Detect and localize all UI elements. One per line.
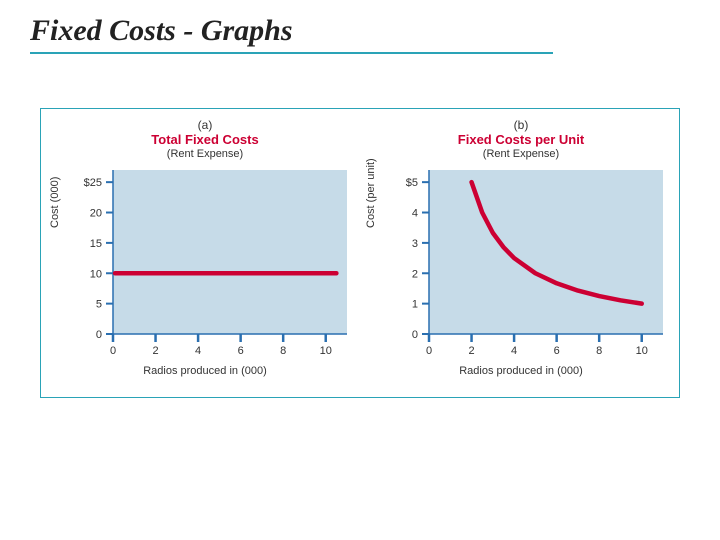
chart-a-plot: Cost (000) 05101520$250246810 Radios pro… <box>55 164 355 382</box>
svg-text:0: 0 <box>412 329 418 341</box>
chart-a-subtitle: (Rent Expense) <box>55 148 355 161</box>
svg-text:8: 8 <box>596 345 602 357</box>
svg-text:1: 1 <box>412 299 418 311</box>
svg-text:4: 4 <box>195 345 201 357</box>
chart-a-ylabel: Cost (000) <box>49 177 61 228</box>
chart-b-panel-label: (b) <box>371 119 671 133</box>
chart-b-xlabel: Radios produced in (000) <box>371 365 671 377</box>
svg-text:2: 2 <box>468 345 474 357</box>
charts-panel: (a) Total Fixed Costs (Rent Expense) Cos… <box>40 108 680 398</box>
chart-b-title: Fixed Costs per Unit <box>371 133 671 148</box>
svg-text:15: 15 <box>90 238 102 250</box>
chart-a-header: (a) Total Fixed Costs (Rent Expense) <box>55 119 355 160</box>
chart-a-title: Total Fixed Costs <box>55 133 355 148</box>
svg-text:0: 0 <box>96 329 102 341</box>
svg-text:0: 0 <box>110 345 116 357</box>
svg-text:3: 3 <box>412 238 418 250</box>
chart-b: (b) Fixed Costs per Unit (Rent Expense) … <box>371 119 671 387</box>
chart-a: (a) Total Fixed Costs (Rent Expense) Cos… <box>55 119 355 387</box>
chart-b-ylabel: Cost (per unit) <box>365 159 377 229</box>
svg-text:6: 6 <box>554 345 560 357</box>
svg-text:20: 20 <box>90 208 102 220</box>
svg-text:4: 4 <box>412 208 418 220</box>
svg-text:6: 6 <box>238 345 244 357</box>
chart-b-svg: 0 1 2 3 4 $5 0 2 4 6 8 10 <box>371 164 671 364</box>
chart-b-subtitle: (Rent Expense) <box>371 148 671 161</box>
svg-text:2: 2 <box>152 345 158 357</box>
svg-text:$5: $5 <box>406 178 418 190</box>
slide: Fixed Costs - Graphs (a) Total Fixed Cos… <box>0 0 720 540</box>
svg-text:10: 10 <box>636 345 648 357</box>
chart-a-xlabel: Radios produced in (000) <box>55 365 355 377</box>
svg-text:2: 2 <box>412 269 418 281</box>
svg-text:10: 10 <box>320 345 332 357</box>
slide-title: Fixed Costs - Graphs <box>30 14 553 54</box>
svg-text:5: 5 <box>96 299 102 311</box>
chart-b-header: (b) Fixed Costs per Unit (Rent Expense) <box>371 119 671 160</box>
svg-text:8: 8 <box>280 345 286 357</box>
svg-text:4: 4 <box>511 345 517 357</box>
title-container: Fixed Costs - Graphs <box>0 0 720 54</box>
chart-a-svg: 0 5 10 15 20 $25 0 2 4 6 8 10 <box>55 164 355 364</box>
svg-text:$25: $25 <box>84 178 102 190</box>
chart-b-plot: Cost (per unit) 01234$50246810 Radios pr… <box>371 164 671 382</box>
svg-text:10: 10 <box>90 269 102 281</box>
svg-text:0: 0 <box>426 345 432 357</box>
chart-a-panel-label: (a) <box>55 119 355 133</box>
